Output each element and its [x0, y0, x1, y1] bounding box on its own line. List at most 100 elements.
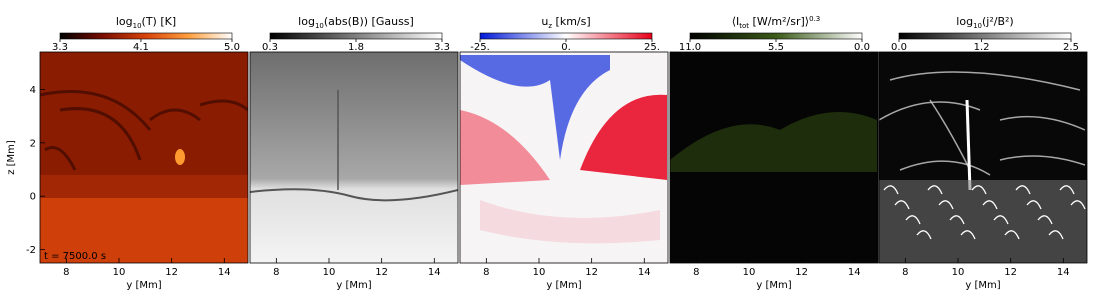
- panel-frame: [669, 51, 879, 264]
- image-fill: [40, 198, 248, 263]
- colorbar-tick-label: 3.3: [434, 42, 450, 53]
- x-tick-label: 12: [165, 267, 178, 278]
- image-fill: [40, 175, 248, 198]
- image-feature: [916, 230, 932, 240]
- image-feature: [40, 90, 152, 131]
- title-part: log: [956, 15, 973, 28]
- x-axis-label: y [Mm]: [546, 280, 581, 291]
- title-part: z: [548, 22, 552, 30]
- image: [40, 52, 248, 263]
- title-part: log: [116, 15, 133, 28]
- image-feature: [44, 146, 77, 171]
- image-feature: [889, 71, 1081, 91]
- colorbar-title: ⟨Itot [W/m²/sr]⟩0.3: [732, 15, 821, 30]
- x-tick-label: 10: [323, 267, 336, 278]
- colorbar-title: uz [km/s]: [541, 15, 590, 30]
- x-tick-label: 8: [902, 267, 908, 278]
- x-tick-label: 12: [585, 267, 598, 278]
- panel-frame: [878, 51, 1088, 264]
- y-tick-label: -2: [26, 245, 36, 256]
- image-feature: [971, 185, 987, 195]
- image-feature: [883, 185, 899, 195]
- image-feature: [480, 200, 660, 244]
- colorbar-tick-label: 11.0: [679, 42, 701, 53]
- panel-frame: [249, 51, 459, 264]
- title-part: u: [541, 15, 548, 28]
- colorbar-title: log10(j²/B²): [956, 15, 1013, 30]
- x-tick-label: 14: [428, 267, 441, 278]
- colorbar-tick-label: 5.0: [224, 42, 240, 53]
- y-tick-label: 2: [30, 138, 36, 149]
- colorbar-tick-label: 5.5: [768, 42, 784, 53]
- panel: 11.0 5.5 0.0 ⟨Itot [W/m²/sr]⟩0.3 8 10 12 14 y [M…: [669, 15, 879, 291]
- y-tick-label: 0: [30, 192, 36, 203]
- image-feature: [1059, 185, 1075, 195]
- x-tick-label: 10: [533, 267, 546, 278]
- image-feature: [670, 112, 877, 172]
- x-tick-label: 8: [273, 267, 279, 278]
- image-feature: [960, 230, 976, 240]
- colorbar: [59, 32, 233, 40]
- image-feature: [1037, 215, 1053, 225]
- x-tick-label: 10: [743, 267, 756, 278]
- x-axis-label: y [Mm]: [756, 280, 791, 291]
- title-part: 10: [973, 22, 982, 30]
- image: [670, 52, 878, 263]
- colorbar-tick-label: 1.8: [348, 42, 364, 53]
- x-tick-label: 8: [483, 267, 489, 278]
- title-part: ⟨I: [732, 15, 740, 28]
- image-feature: [894, 200, 910, 210]
- colorbar: [898, 32, 1072, 40]
- title-part: (j²/B²): [982, 15, 1014, 28]
- title-part: (T) [K]: [142, 15, 177, 28]
- panel: -25. 0. 25. uz [km/s] 8 10 12 14 y [Mm]: [459, 15, 669, 291]
- x-tick-label: 8: [693, 267, 699, 278]
- image-feature: [250, 188, 458, 202]
- colorbar-title: log10(T) [K]: [116, 15, 176, 30]
- panel-frame: [39, 51, 249, 264]
- x-tick-label: 10: [113, 267, 126, 278]
- x-tick-label: 8: [63, 267, 69, 278]
- x-tick-label: 12: [1004, 267, 1017, 278]
- panel-frame: [459, 51, 669, 264]
- image-feature: [965, 99, 972, 191]
- image-feature: [580, 94, 667, 180]
- x-tick-label: 14: [848, 267, 861, 278]
- colorbar-tick-label: 2.5: [1063, 42, 1079, 53]
- image-feature: [149, 108, 201, 122]
- image-feature: [993, 215, 1009, 225]
- y-axis-label: z [Mm]: [6, 140, 17, 175]
- colorbar-tick-label: 0.0: [891, 42, 907, 53]
- x-tick-label: 12: [375, 267, 388, 278]
- title-part: 10: [133, 22, 142, 30]
- image-feature: [59, 107, 142, 161]
- image-feature: [999, 155, 1086, 166]
- image-feature: [905, 215, 921, 225]
- image-feature: [460, 110, 550, 185]
- x-tick-label: 10: [952, 267, 965, 278]
- image-feature: [1004, 230, 1020, 240]
- x-tick-label: 12: [795, 267, 808, 278]
- image-feature: [1015, 185, 1031, 195]
- colorbar: [269, 32, 443, 40]
- x-axis-label: y [Mm]: [126, 280, 161, 291]
- image-feature: [938, 200, 954, 210]
- annotation: t = 7500.0 s: [44, 251, 106, 262]
- image: [250, 52, 458, 263]
- colorbar-tick-label: 0.: [561, 42, 571, 53]
- image-feature: [199, 99, 248, 112]
- title-part: log: [298, 15, 315, 28]
- colorbar: [479, 32, 653, 40]
- image-feature: [460, 55, 610, 160]
- image-feature: [899, 160, 991, 176]
- image-feature: [1048, 230, 1064, 240]
- image: [460, 52, 668, 263]
- image-feature: [982, 200, 998, 210]
- title-part: (abs(B)) [Gauss]: [324, 15, 414, 28]
- colorbar-tick-label: 4.1: [133, 42, 149, 53]
- colorbar-tick-label: 3.3: [52, 42, 68, 53]
- colorbar-tick-label: 0.0: [854, 42, 870, 53]
